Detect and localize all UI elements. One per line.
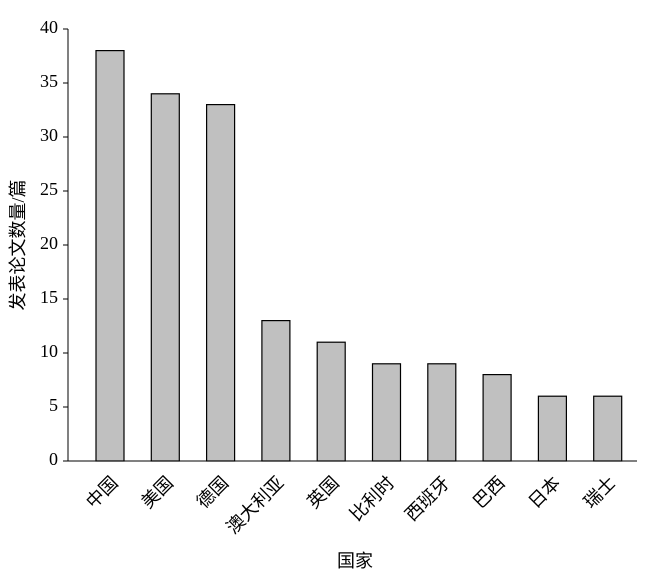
x-tick-label: 澳大利亚	[223, 473, 288, 538]
x-tick-label: 巴西	[469, 473, 509, 513]
bar	[316, 341, 346, 462]
y-tick-label: 5	[49, 395, 58, 415]
y-axis-title: 发表论文数量/篇	[8, 179, 28, 310]
bar	[427, 363, 457, 462]
x-tick-label: 美国	[137, 473, 177, 513]
x-tick-label: 西班牙	[401, 473, 453, 525]
x-tick-label: 中国	[82, 473, 122, 513]
y-tick-label: 0	[49, 449, 58, 469]
y-tick-label: 35	[40, 71, 58, 91]
bar	[95, 49, 125, 462]
y-tick-label: 15	[40, 287, 58, 307]
y-tick-label: 30	[40, 125, 58, 145]
bar	[593, 395, 623, 462]
bar	[150, 93, 180, 462]
bar	[206, 103, 236, 462]
x-tick-label: 英国	[303, 473, 343, 513]
x-tick-label: 比利时	[346, 473, 398, 525]
y-tick-label: 10	[40, 341, 58, 361]
x-axis-title: 国家	[337, 551, 373, 571]
bar	[537, 395, 568, 462]
y-tick-label: 25	[40, 179, 58, 199]
y-tick-label: 20	[40, 233, 58, 253]
bar	[371, 363, 402, 462]
y-tick-label: 40	[40, 17, 58, 37]
x-tick-label: 瑞士	[580, 473, 620, 513]
bar	[261, 320, 291, 462]
x-tick-label: 日本	[525, 473, 565, 513]
bar	[482, 374, 512, 462]
x-tick-label: 德国	[193, 473, 233, 513]
